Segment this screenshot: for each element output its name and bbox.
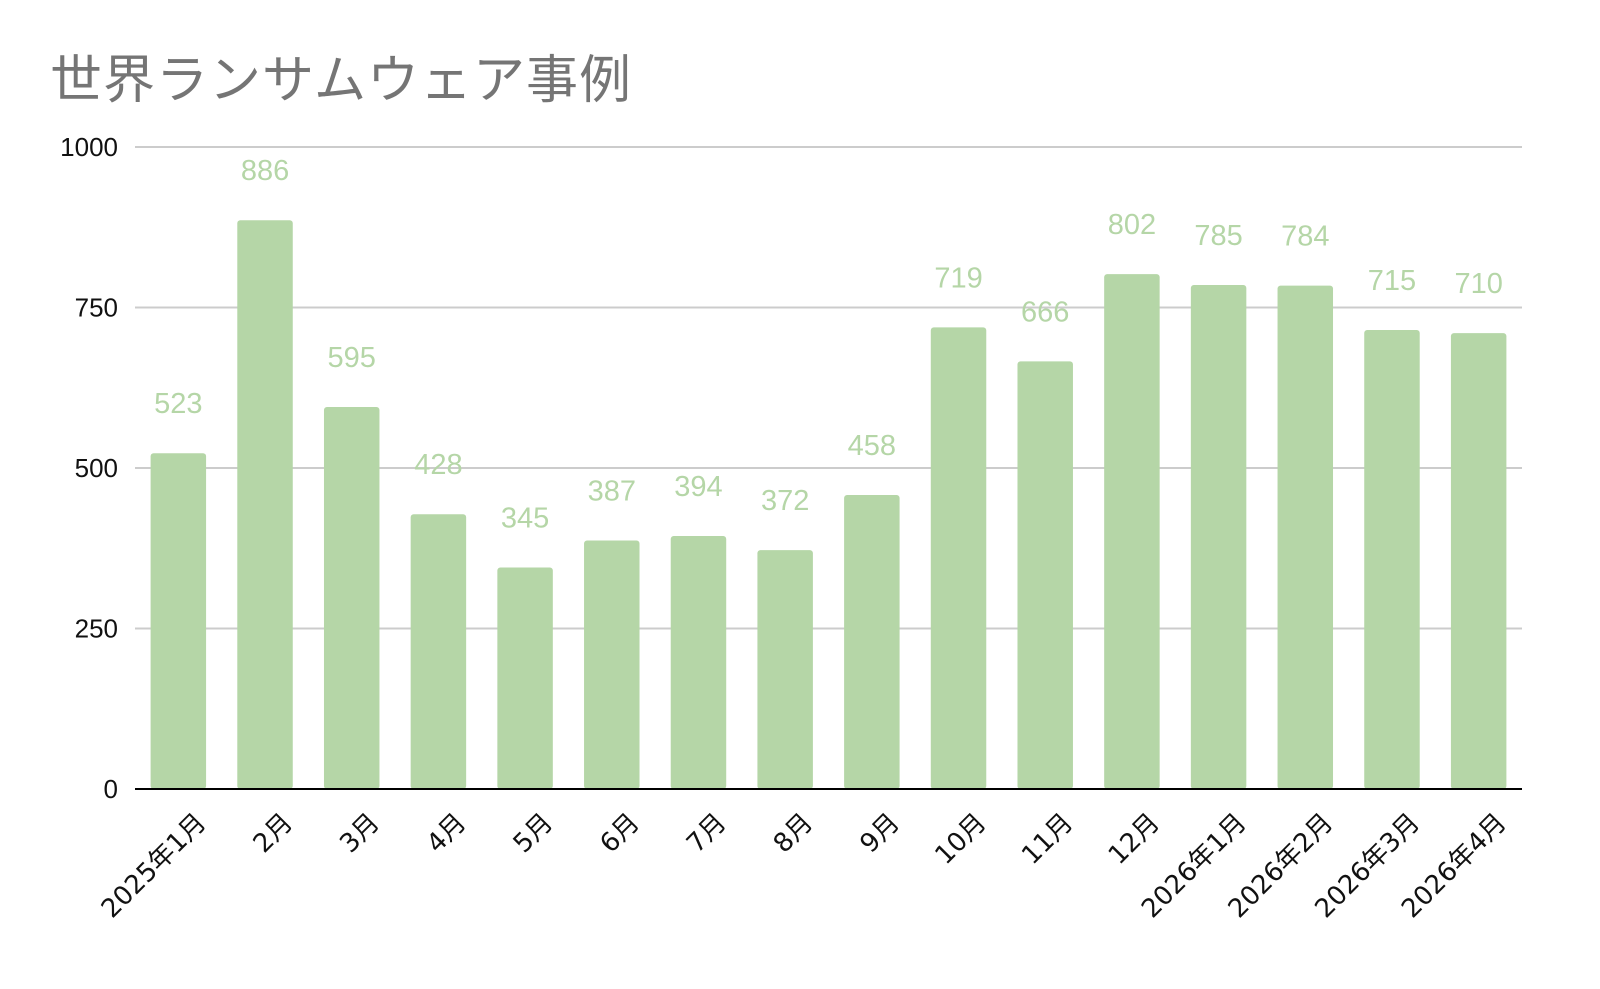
x-tick-label: 10月 — [929, 808, 992, 871]
x-tick-label: 8月 — [768, 808, 819, 859]
x-tick-label: 5月 — [508, 808, 559, 859]
bar — [1450, 333, 1507, 789]
data-label: 710 — [1454, 268, 1502, 300]
x-tick-label: 4月 — [421, 808, 472, 859]
data-label: 785 — [1194, 220, 1242, 252]
x-tick-label: 11月 — [1016, 808, 1079, 871]
x-axis-ticks: 2025年1月 2月 3月 4月 5月 6月 7月 8月 9月 10月 11月 12月2026年1月2… — [96, 808, 1513, 924]
bar — [237, 220, 293, 790]
bar — [1104, 274, 1160, 790]
bar — [497, 567, 553, 789]
bar — [1364, 329, 1420, 789]
data-label: 428 — [414, 449, 462, 481]
data-label: 802 — [1108, 209, 1156, 241]
y-tick-label: 1000 — [60, 132, 118, 162]
data-label: 595 — [328, 342, 376, 374]
data-label: 715 — [1368, 265, 1416, 297]
bar — [1277, 285, 1334, 789]
data-label: 387 — [588, 476, 636, 508]
x-tick-label: 12月 — [1103, 808, 1166, 871]
data-label: 458 — [848, 430, 896, 462]
data-label: 345 — [501, 503, 549, 535]
data-label: 719 — [934, 262, 982, 294]
bar — [757, 550, 813, 789]
bar — [930, 327, 987, 789]
y-axis-ticks: 0 250 500 750 1000 — [60, 132, 118, 804]
data-labels: 523 886 595 428 345 387 394 372 458 719 666 802 785 7… — [154, 155, 1503, 534]
y-tick-label: 500 — [75, 453, 118, 483]
y-tick-label: 250 — [75, 614, 118, 644]
x-tick-label: 7月 — [681, 808, 732, 859]
x-tick-label: 2025年1月 — [96, 808, 212, 924]
bars — [150, 220, 1507, 790]
y-tick-label: 750 — [75, 293, 118, 323]
bar — [410, 514, 467, 789]
y-tick-label: 0 — [104, 774, 118, 804]
bar — [1017, 361, 1073, 789]
data-label: 784 — [1281, 221, 1329, 253]
chart-title: 世界ランサムウェア事例 — [50, 51, 632, 111]
x-tick-label: 3月 — [334, 808, 385, 859]
bar — [844, 494, 900, 789]
x-tick-label: 9月 — [855, 808, 906, 859]
bar — [150, 453, 207, 789]
data-label: 666 — [1021, 296, 1069, 328]
bar — [584, 540, 640, 789]
bar — [670, 536, 727, 789]
bar — [1190, 285, 1247, 789]
bar — [323, 407, 380, 789]
data-label: 372 — [761, 485, 809, 517]
data-label: 394 — [674, 471, 722, 503]
data-label: 886 — [241, 155, 289, 187]
data-label: 523 — [154, 388, 202, 420]
x-tick-label: 2月 — [248, 808, 299, 859]
x-tick-label: 6月 — [594, 808, 645, 859]
